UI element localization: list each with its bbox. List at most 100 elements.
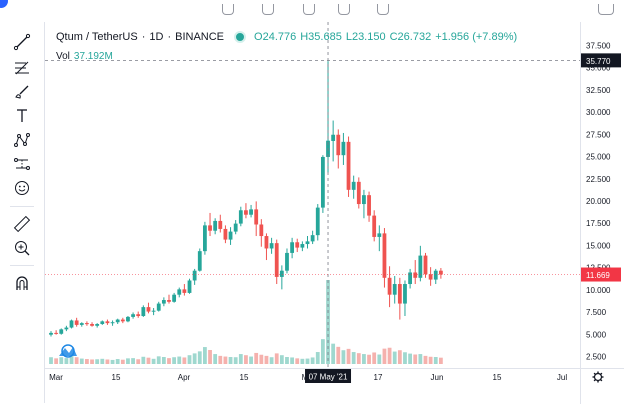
volume-bar: [346, 348, 351, 364]
zoom-in-icon[interactable]: [12, 238, 32, 258]
volume-bar: [295, 358, 300, 364]
candle-body: [362, 195, 366, 205]
candle-body: [249, 209, 253, 215]
chart-pane[interactable]: [45, 22, 580, 368]
price-axis[interactable]: [580, 22, 624, 368]
toolbar-icon-menu[interactable]: [598, 4, 614, 15]
volume-value: 37.192M: [73, 51, 113, 62]
candle-body: [167, 300, 171, 302]
candle-body: [146, 307, 151, 312]
volume-bar: [433, 356, 438, 364]
candle-body: [392, 284, 397, 295]
volume-bar: [285, 356, 289, 364]
candle-body: [295, 242, 300, 248]
legend-separator: ·: [141, 31, 146, 43]
gear-icon-tooth[interactable]: [593, 378, 597, 382]
time-tick-label: 15: [240, 373, 249, 382]
time-tick-label: Jul: [557, 373, 567, 382]
magnet-icon[interactable]: [12, 273, 32, 293]
text-icon[interactable]: [12, 106, 32, 126]
volume-bar: [126, 358, 130, 364]
candle-body: [331, 134, 336, 141]
candle-body: [274, 243, 279, 277]
volume-bar: [336, 346, 341, 364]
candle-body: [320, 156, 325, 208]
candle-body: [341, 141, 346, 156]
price-tick-label: 32.500: [586, 86, 611, 95]
symbol-exchange: BINANCE: [175, 31, 225, 43]
candle-body: [238, 210, 243, 224]
candle-body: [177, 289, 182, 295]
candle-body: [254, 209, 259, 225]
volume-bar: [233, 357, 238, 364]
pattern-icon[interactable]: [12, 130, 32, 150]
volume-bar: [397, 350, 402, 364]
market-status-icon: [234, 31, 247, 43]
toolbar-icon-alert[interactable]: [303, 4, 315, 15]
volume-bar: [131, 358, 135, 364]
volume-bar: [49, 357, 53, 364]
toolbar-icon-undo[interactable]: [377, 4, 389, 15]
candle-body: [244, 210, 248, 215]
candle-body: [403, 284, 407, 304]
price-tick-label: 10.000: [586, 286, 611, 295]
candle-body: [90, 324, 94, 326]
current-price-label: 11.669: [586, 271, 610, 280]
candle-body: [151, 310, 156, 312]
volume-bar: [90, 359, 94, 364]
symbol-interval: 1D: [149, 31, 164, 43]
volume-bar: [167, 358, 171, 364]
candle-body: [377, 233, 382, 237]
symbol-name[interactable]: Qtum / TetherUS: [56, 31, 138, 43]
price-tick-label: 35.000: [586, 64, 611, 73]
volume-bar: [428, 356, 433, 364]
volume-bar: [238, 354, 243, 364]
ohlc-close: C26.732: [389, 31, 432, 43]
candle-body: [120, 319, 125, 322]
gear-icon-ring[interactable]: [593, 372, 603, 382]
candle-body: [213, 220, 218, 231]
candle-body: [356, 181, 361, 205]
toolbar-separator: [10, 265, 34, 266]
toolbar-separator: [10, 206, 34, 207]
tradingview-watermark-icon[interactable]: [57, 344, 79, 358]
price-tick-label: 5.000: [586, 330, 607, 339]
volume-bar: [418, 354, 423, 364]
candle-body: [300, 244, 305, 248]
gear-icon-tooth[interactable]: [599, 372, 603, 376]
volume-bar: [372, 352, 377, 364]
candle-body: [367, 195, 371, 216]
candle-body: [131, 314, 135, 317]
brush-icon[interactable]: [12, 82, 32, 102]
toolbar-icon-indicators[interactable]: [262, 4, 274, 15]
candle-body: [233, 223, 238, 232]
crosshair-date-label-bg: [305, 369, 352, 383]
toolbar-icon-replay[interactable]: [338, 4, 350, 15]
gear-icon-tooth[interactable]: [593, 372, 597, 376]
volume-bar: [151, 358, 156, 364]
ohlc-high: H35.685: [300, 31, 342, 43]
fib-icon[interactable]: [12, 58, 32, 78]
candle-body: [187, 280, 192, 293]
ruler-icon[interactable]: [12, 214, 32, 234]
gear-icon-tooth[interactable]: [599, 378, 603, 382]
toolbar-icon-compare[interactable]: [222, 4, 234, 15]
volume-bar: [279, 355, 284, 364]
candle-body: [413, 272, 418, 278]
candle-body: [418, 255, 423, 278]
ohlc-low: L23.150: [345, 31, 386, 43]
trend-line-icon[interactable]: [12, 32, 32, 52]
time-tick-label: 17: [374, 373, 383, 382]
candle-body: [141, 307, 146, 317]
candle-body: [228, 231, 233, 240]
candle-body: [223, 228, 228, 240]
volume-bar: [341, 350, 346, 364]
volume-bar: [115, 359, 120, 364]
candle-body: [85, 323, 89, 325]
volume-bar: [105, 359, 110, 364]
gear-icon[interactable]: [592, 371, 604, 383]
volume-bar: [274, 353, 279, 364]
prediction-icon[interactable]: [12, 154, 32, 174]
emoji-icon[interactable]: [12, 178, 32, 198]
volume-bar: [218, 355, 223, 364]
